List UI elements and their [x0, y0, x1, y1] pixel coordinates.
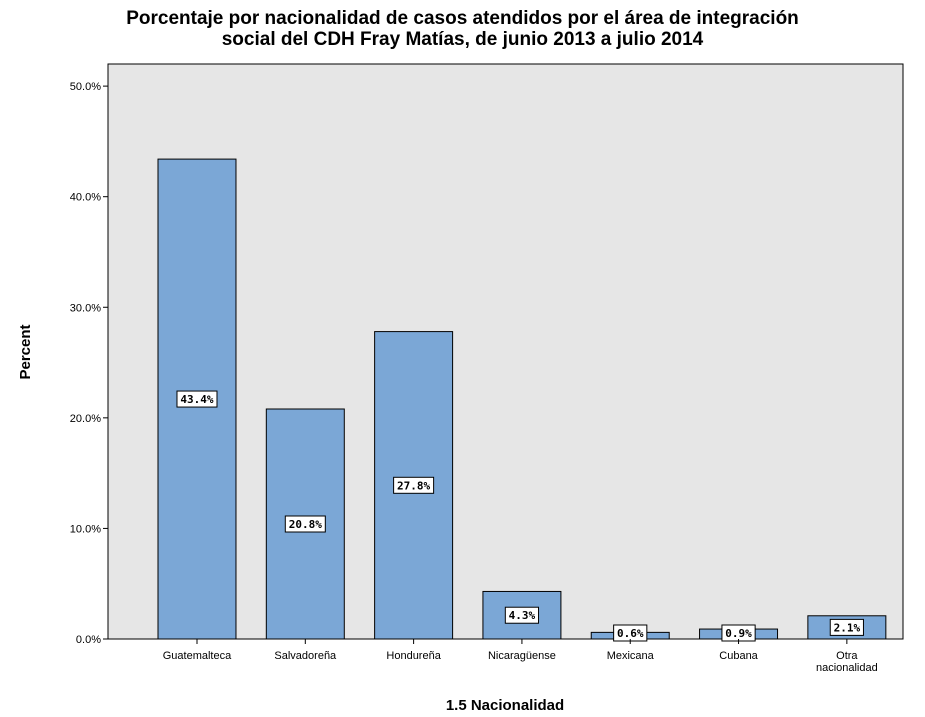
data-label-box: [829, 618, 864, 636]
y-tick-label: 10.0%: [70, 523, 101, 535]
x-tick-label: Guatemalteca: [163, 650, 232, 662]
x-axis: Guatemalteca Salvadoreña Hondureña Nicaragü…: [163, 639, 878, 674]
x-tick-label: Salvadoreña: [274, 650, 337, 662]
data-label: 4.3%: [509, 609, 536, 622]
x-tick-label: Mexicana: [607, 650, 655, 662]
data-label-box: [393, 476, 435, 494]
data-label: 43.4%: [180, 393, 213, 406]
y-axis-title: Percent: [17, 324, 34, 379]
x-tick-label: Hondureña: [386, 650, 441, 662]
y-tick-label: 50.0%: [70, 81, 101, 93]
chart-title: Porcentaje por nacionalidad de casos ate…: [0, 8, 925, 50]
data-label: 0.9%: [725, 627, 752, 640]
x-axis-title: 1.5 Nacionalidad: [446, 697, 564, 714]
data-label-box: [504, 606, 540, 624]
x-tick-label: Cubana: [719, 650, 758, 662]
bars: 43.4% 20.8% 27.8% 4.3% 0.6% 0.9% 2.1%: [157, 158, 887, 642]
x-tick-label: nacionalidad: [816, 662, 878, 674]
chart-title-line-1: Porcentaje por nacionalidad de casos ate…: [126, 8, 799, 29]
y-tick-label: 20.0%: [70, 413, 101, 425]
data-label: 27.8%: [397, 479, 430, 492]
y-tick-label: 30.0%: [70, 302, 101, 314]
data-label-box: [284, 515, 326, 533]
data-label-box: [176, 390, 218, 408]
y-tick-label: 40.0%: [70, 192, 101, 204]
data-label: 2.1%: [834, 621, 861, 634]
data-label: 0.6%: [617, 627, 644, 640]
plot-area: [107, 63, 904, 640]
y-tick-label: 0.0%: [76, 634, 101, 646]
chart-title-line-2: social del CDH Fray Matías, de junio 201…: [221, 29, 704, 50]
x-tick-label: Otra: [836, 650, 858, 662]
y-axis: 0.0% 10.0% 20.0% 30.0% 40.0% 50.0%: [70, 81, 108, 646]
data-label: 20.8%: [289, 518, 322, 531]
x-tick-label: Nicaragüense: [488, 650, 556, 662]
